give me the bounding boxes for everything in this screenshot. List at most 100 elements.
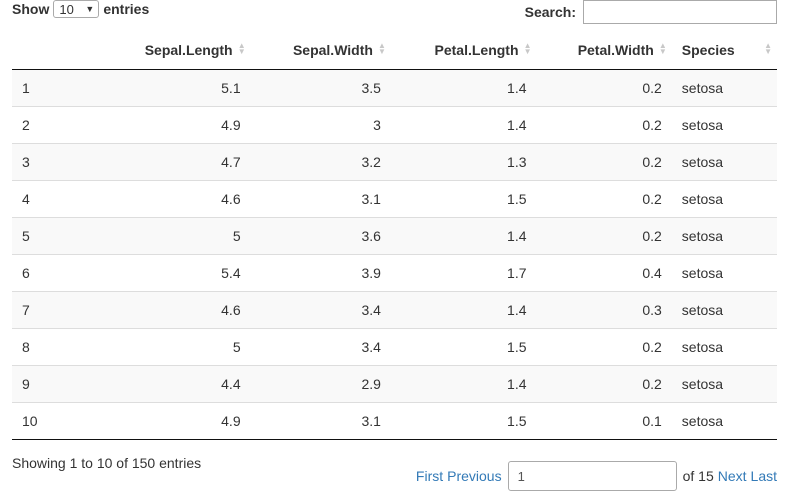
cell-index: 3 xyxy=(12,142,100,180)
table-row: 10 4.9 3.1 1.5 0.1 setosa xyxy=(12,401,777,440)
header-petal-length[interactable]: Petal.Length ▲ ▼ xyxy=(390,31,537,70)
table-header-row: Sepal.Length ▲ ▼ Sepal.Width ▲ ▼ Petal.Lengt… xyxy=(12,31,777,70)
cell-index: 6 xyxy=(12,253,100,291)
cell-species: setosa xyxy=(671,401,777,440)
cell-sepal-width: 3.4 xyxy=(250,327,391,365)
table-row: 8 5 3.4 1.5 0.2 setosa xyxy=(12,327,777,365)
cell-index: 9 xyxy=(12,364,100,402)
cell-petal-length: 1.7 xyxy=(390,253,537,291)
cell-petal-length: 1.5 xyxy=(390,179,537,217)
cell-index: 8 xyxy=(12,327,100,365)
header-species[interactable]: Species ▲ ▼ xyxy=(671,31,777,70)
table-row: 3 4.7 3.2 1.3 0.2 setosa xyxy=(12,142,777,180)
previous-page-link[interactable]: Previous xyxy=(447,468,502,484)
cell-sepal-length: 4.9 xyxy=(100,105,251,143)
cell-sepal-length: 4.6 xyxy=(100,290,251,328)
header-sepal-length[interactable]: Sepal.Length ▲ ▼ xyxy=(100,31,251,70)
cell-index: 5 xyxy=(12,216,100,254)
cell-petal-width: 0.2 xyxy=(536,327,672,365)
cell-sepal-width: 3.4 xyxy=(250,290,391,328)
cell-species: setosa xyxy=(671,253,777,291)
cell-petal-width: 0.2 xyxy=(536,364,672,402)
cell-petal-length: 1.4 xyxy=(390,105,537,143)
cell-sepal-width: 3.1 xyxy=(250,179,391,217)
sort-both-icon: ▲ ▼ xyxy=(237,41,246,56)
cell-petal-width: 0.4 xyxy=(536,253,672,291)
cell-petal-length: 1.5 xyxy=(390,327,537,365)
header-petal-width-label: Petal.Width xyxy=(577,41,654,58)
length-control: Show 10 ▼ entries xyxy=(12,0,149,18)
cell-petal-length: 1.4 xyxy=(390,290,537,328)
cell-petal-width: 0.2 xyxy=(536,216,672,254)
cell-sepal-width: 3 xyxy=(250,105,391,143)
cell-petal-width: 0.1 xyxy=(536,401,672,440)
last-page-link[interactable]: Last xyxy=(750,468,777,484)
show-label: Show xyxy=(12,1,50,17)
cell-species: setosa xyxy=(671,327,777,365)
cell-index: 4 xyxy=(12,179,100,217)
cell-petal-length: 1.4 xyxy=(390,69,537,106)
cell-sepal-width: 3.6 xyxy=(250,216,391,254)
search-label: Search: xyxy=(524,4,576,20)
cell-index: 10 xyxy=(12,401,100,440)
caret-down-icon: ▼ xyxy=(85,4,95,14)
search-input[interactable] xyxy=(583,0,777,24)
header-species-label: Species xyxy=(681,41,735,58)
cell-petal-width: 0.2 xyxy=(536,142,672,180)
cell-species: setosa xyxy=(671,105,777,143)
cell-sepal-length: 4.4 xyxy=(100,364,251,402)
header-sepal-width[interactable]: Sepal.Width ▲ ▼ xyxy=(250,31,391,70)
table-row: 1 5.1 3.5 1.4 0.2 setosa xyxy=(12,69,777,106)
next-page-link[interactable]: Next xyxy=(717,468,747,484)
cell-sepal-length: 5 xyxy=(100,327,251,365)
cell-species: setosa xyxy=(671,179,777,217)
header-petal-width[interactable]: Petal.Width ▲ ▼ xyxy=(536,31,672,70)
cell-petal-length: 1.5 xyxy=(390,401,537,440)
cell-sepal-width: 3.9 xyxy=(250,253,391,291)
table-row: 7 4.6 3.4 1.4 0.3 setosa xyxy=(12,290,777,328)
sort-both-icon: ▲ ▼ xyxy=(764,41,772,56)
cell-species: setosa xyxy=(671,69,777,106)
cell-index: 7 xyxy=(12,290,100,328)
cell-petal-length: 1.3 xyxy=(390,142,537,180)
table-row: 2 4.9 3 1.4 0.2 setosa xyxy=(12,105,777,143)
page-count-label: of 15 xyxy=(682,468,714,484)
cell-species: setosa xyxy=(671,142,777,180)
cell-petal-width: 0.2 xyxy=(536,69,672,106)
cell-species: setosa xyxy=(671,364,777,402)
sort-both-icon: ▲ ▼ xyxy=(378,41,386,56)
header-sepal-width-label: Sepal.Width xyxy=(292,41,373,58)
sort-both-icon: ▲ ▼ xyxy=(658,41,667,56)
cell-sepal-width: 2.9 xyxy=(250,364,391,402)
cell-petal-width: 0.2 xyxy=(536,179,672,217)
table-row: 5 5 3.6 1.4 0.2 setosa xyxy=(12,216,777,254)
header-petal-length-label: Petal.Length xyxy=(434,41,519,58)
first-page-link[interactable]: First xyxy=(415,468,444,484)
table-row: 6 5.4 3.9 1.7 0.4 setosa xyxy=(12,253,777,291)
cell-species: setosa xyxy=(671,290,777,328)
cell-petal-length: 1.4 xyxy=(390,216,537,254)
data-table: Sepal.Length ▲ ▼ Sepal.Width ▲ ▼ Petal.Lengt… xyxy=(12,31,777,440)
header-sepal-length-label: Sepal.Length xyxy=(144,41,233,58)
cell-petal-width: 0.2 xyxy=(536,105,672,143)
table-row: 9 4.4 2.9 1.4 0.2 setosa xyxy=(12,364,777,402)
cell-sepal-length: 5 xyxy=(100,216,251,254)
cell-sepal-width: 3.1 xyxy=(250,401,391,440)
cell-sepal-length: 5.4 xyxy=(100,253,251,291)
cell-petal-width: 0.3 xyxy=(536,290,672,328)
entries-per-page-value: 10 xyxy=(59,1,74,17)
cell-sepal-width: 3.2 xyxy=(250,142,391,180)
cell-index: 1 xyxy=(12,69,100,106)
table-info: Showing 1 to 10 of 150 entries xyxy=(12,455,202,471)
cell-species: setosa xyxy=(671,216,777,254)
entries-label: entries xyxy=(103,1,150,17)
entries-per-page-select[interactable]: 10 ▼ xyxy=(53,0,100,18)
pagination: First Previous of 15 Next Last xyxy=(416,461,777,491)
cell-sepal-length: 4.7 xyxy=(100,142,251,180)
cell-sepal-width: 3.5 xyxy=(250,69,391,106)
cell-sepal-length: 4.9 xyxy=(100,401,251,440)
header-index xyxy=(12,31,100,70)
page-number-input[interactable] xyxy=(507,461,677,491)
cell-sepal-length: 5.1 xyxy=(100,69,251,106)
table-row: 4 4.6 3.1 1.5 0.2 setosa xyxy=(12,179,777,217)
